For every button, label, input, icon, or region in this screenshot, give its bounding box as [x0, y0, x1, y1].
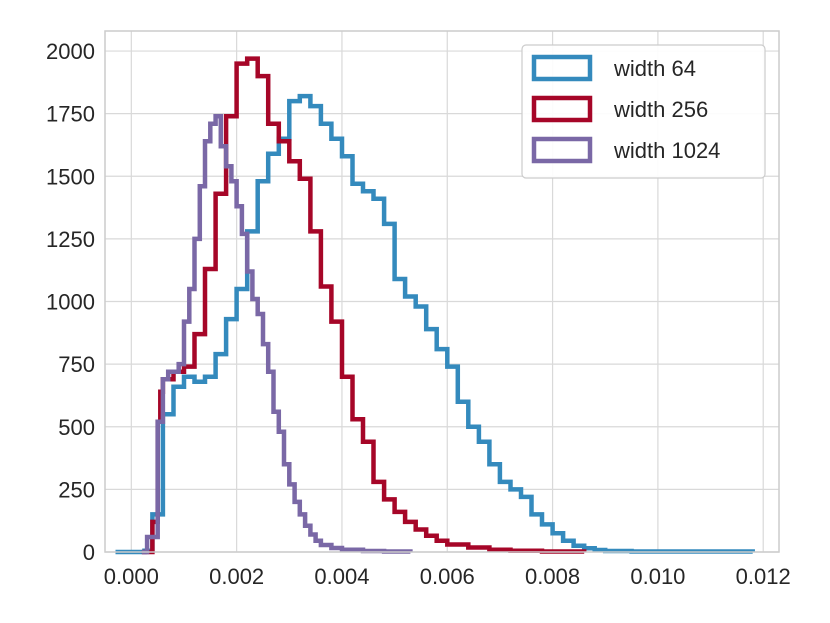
x-tick-label: 0.000 — [104, 564, 159, 589]
x-tick-label: 0.012 — [736, 564, 791, 589]
legend-swatch — [531, 54, 593, 82]
x-tick-label: 0.008 — [525, 564, 580, 589]
legend: width 64 width 256 width 1024 — [521, 44, 766, 179]
legend-swatch — [531, 136, 593, 164]
series-line-width-256 — [141, 56, 587, 555]
legend-label: width 256 — [613, 97, 708, 122]
y-tick-label: 1250 — [46, 227, 95, 252]
y-tick-label: 750 — [58, 352, 95, 377]
plot-frame — [104, 30, 780, 553]
y-tick-label: 250 — [58, 477, 95, 502]
legend-swatch — [531, 95, 593, 123]
y-tick-label: 1500 — [46, 164, 95, 189]
x-tick-label: 0.010 — [630, 564, 685, 589]
legend-label: width 64 — [613, 56, 696, 81]
legend-label: width 1024 — [613, 138, 720, 163]
y-axis: 0 250 500 750 1000 1250 1500 1750 2000 — [46, 39, 95, 565]
y-tick-label: 1750 — [46, 102, 95, 127]
y-tick-label: 1000 — [46, 290, 95, 315]
x-tick-label: 0.006 — [420, 564, 475, 589]
series-line-width-1024 — [141, 113, 413, 555]
y-tick-label: 0 — [83, 540, 95, 565]
x-tick-label: 0.004 — [314, 564, 369, 589]
x-tick-label: 0.002 — [209, 564, 264, 589]
y-tick-label: 500 — [58, 415, 95, 440]
series-line-width-64 — [115, 93, 755, 555]
series-layer — [115, 56, 755, 555]
x-axis: 0.000 0.002 0.004 0.006 0.008 0.010 0.012 — [104, 564, 791, 589]
y-tick-label: 2000 — [46, 39, 95, 64]
